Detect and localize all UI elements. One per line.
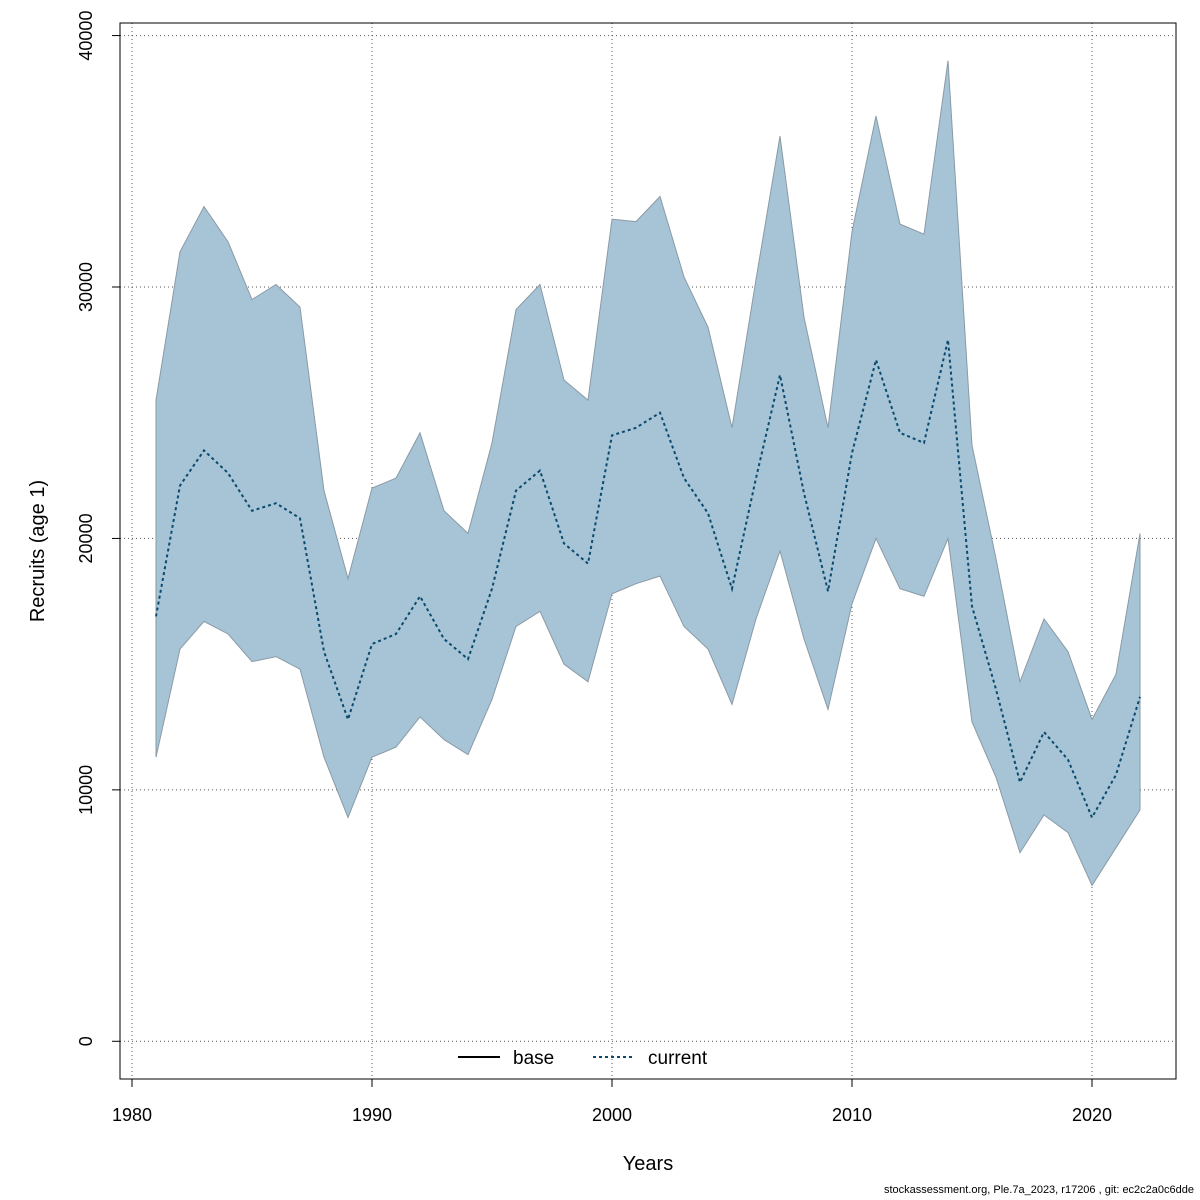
- y-tick-label: 0: [76, 1036, 96, 1046]
- y-tick-label: 10000: [76, 765, 96, 815]
- x-tick-label: 2010: [832, 1105, 872, 1125]
- y-tick-label: 40000: [76, 11, 96, 61]
- x-tick-label: 2020: [1072, 1105, 1112, 1125]
- legend-label-base: base: [513, 1048, 554, 1069]
- x-tick-label: 1990: [352, 1105, 392, 1125]
- legend-label-current: current: [648, 1048, 708, 1069]
- footer-credit: stockassessment.org, Ple.7a_2023, r17206…: [883, 1184, 1194, 1196]
- y-tick-label: 30000: [76, 262, 96, 312]
- x-tick-label: 1980: [112, 1105, 152, 1125]
- legend: base current: [458, 1048, 708, 1069]
- confidence-band-layer: [155, 60, 1141, 887]
- x-axis: 1980 1990 2000 2010 2020: [112, 1078, 1112, 1125]
- confidence-band: [155, 60, 1141, 887]
- x-axis-title: Years: [623, 1153, 673, 1175]
- y-axis: 0 10000 20000 30000 40000: [76, 11, 121, 1046]
- y-tick-label: 20000: [76, 513, 96, 563]
- x-tick-label: 2000: [592, 1105, 632, 1125]
- y-axis-title: Recruits (age 1): [27, 480, 49, 622]
